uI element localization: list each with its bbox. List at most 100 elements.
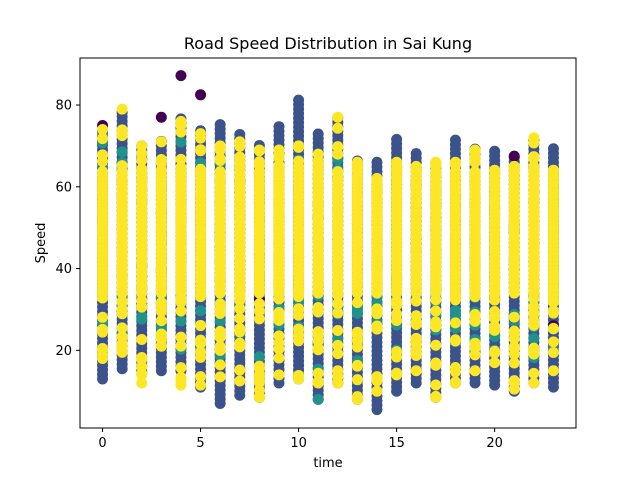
purple-point — [508, 150, 520, 162]
yellow-point — [351, 335, 363, 347]
yellow-point — [508, 311, 520, 323]
yellow-point — [97, 166, 109, 178]
yellow-point — [116, 308, 128, 320]
yellow-point — [116, 295, 128, 307]
data-points — [97, 70, 559, 416]
purple-point — [195, 89, 207, 101]
yellow-point — [253, 156, 265, 168]
yellow-point — [155, 315, 167, 327]
yellow-point — [195, 336, 207, 348]
yellow-point — [175, 161, 187, 173]
yellow-point — [293, 373, 305, 385]
chart-title: Road Speed Distribution in Sai Kung — [184, 34, 472, 53]
yellow-point — [136, 140, 148, 152]
yellow-point — [116, 346, 128, 358]
indigo-point — [273, 121, 285, 133]
yellow-point — [547, 365, 559, 377]
yellow-point — [253, 313, 265, 325]
yellow-point — [312, 301, 324, 313]
yellow-point — [332, 348, 344, 360]
yellow-point — [234, 364, 246, 376]
yellow-point — [528, 161, 540, 173]
y-tick-label: 40 — [55, 262, 72, 277]
plot-frame — [79, 57, 577, 429]
yellow-point — [351, 156, 363, 168]
yellow-point — [391, 346, 403, 358]
yellow-point — [195, 163, 207, 175]
yellow-point — [351, 360, 363, 372]
yellow-point — [234, 323, 246, 335]
yellow-point — [371, 372, 383, 384]
yellow-point — [528, 377, 540, 389]
yellow-point — [410, 365, 422, 377]
yellow-point — [430, 294, 442, 306]
yellow-point — [391, 369, 403, 381]
yellow-point — [234, 337, 246, 349]
yellow-point — [195, 320, 207, 332]
yellow-point — [332, 166, 344, 178]
yellow-point — [175, 305, 187, 317]
yellow-point — [430, 305, 442, 317]
teal-point — [116, 146, 128, 158]
yellow-point — [430, 379, 442, 391]
yellow-point — [195, 144, 207, 156]
y-tick-label: 80 — [55, 99, 72, 114]
yellow-point — [253, 369, 265, 381]
yellow-point — [293, 309, 305, 321]
yellow-point — [410, 332, 422, 344]
yellow-point — [508, 333, 520, 345]
yellow-point — [489, 322, 501, 334]
yellow-point — [469, 310, 481, 322]
yellow-point — [449, 156, 461, 168]
yellow-point — [332, 377, 344, 389]
yellow-point — [273, 369, 285, 381]
x-tick-label: 5 — [196, 436, 204, 451]
yellow-point — [234, 375, 246, 387]
yellow-point — [332, 111, 344, 123]
yellow-point — [528, 342, 540, 354]
yellow-point — [116, 322, 128, 334]
yellow-point — [293, 334, 305, 346]
yellow-point — [273, 330, 285, 342]
yellow-point — [508, 160, 520, 172]
yellow-point — [410, 160, 422, 172]
yellow-point — [136, 377, 148, 389]
purple-point — [175, 70, 187, 82]
yellow-point — [508, 357, 520, 369]
yellow-point — [449, 377, 461, 389]
yellow-point — [175, 126, 187, 138]
yellow-point — [312, 329, 324, 341]
yellow-point — [273, 307, 285, 319]
yellow-point — [97, 155, 109, 167]
yellow-point — [175, 293, 187, 305]
yellow-point — [136, 352, 148, 364]
yellow-point — [528, 367, 540, 379]
yellow-point — [214, 330, 226, 342]
yellow-point — [430, 156, 442, 168]
yellow-point — [332, 339, 344, 351]
yellow-point — [469, 349, 481, 361]
teal-point — [449, 304, 461, 316]
yellow-point — [234, 290, 246, 302]
yellow-point — [469, 144, 481, 156]
yellow-point — [273, 293, 285, 305]
yellow-point — [547, 347, 559, 359]
yellow-point — [234, 151, 246, 163]
yellow-point — [97, 288, 109, 300]
yellow-point — [214, 344, 226, 356]
yellow-point — [214, 166, 226, 178]
yellow-point — [175, 340, 187, 352]
yellow-point — [391, 156, 403, 168]
yellow-point — [312, 367, 324, 379]
yellow-point — [136, 334, 148, 345]
teal-point — [175, 136, 187, 148]
yellow-point — [116, 103, 128, 115]
yellow-point — [273, 352, 285, 364]
yellow-point — [136, 163, 148, 175]
yellow-point — [332, 307, 344, 319]
y-axis-label: Speed — [34, 223, 49, 264]
yellow-point — [195, 371, 207, 383]
yellow-point — [410, 343, 422, 355]
yellow-point — [136, 368, 148, 380]
